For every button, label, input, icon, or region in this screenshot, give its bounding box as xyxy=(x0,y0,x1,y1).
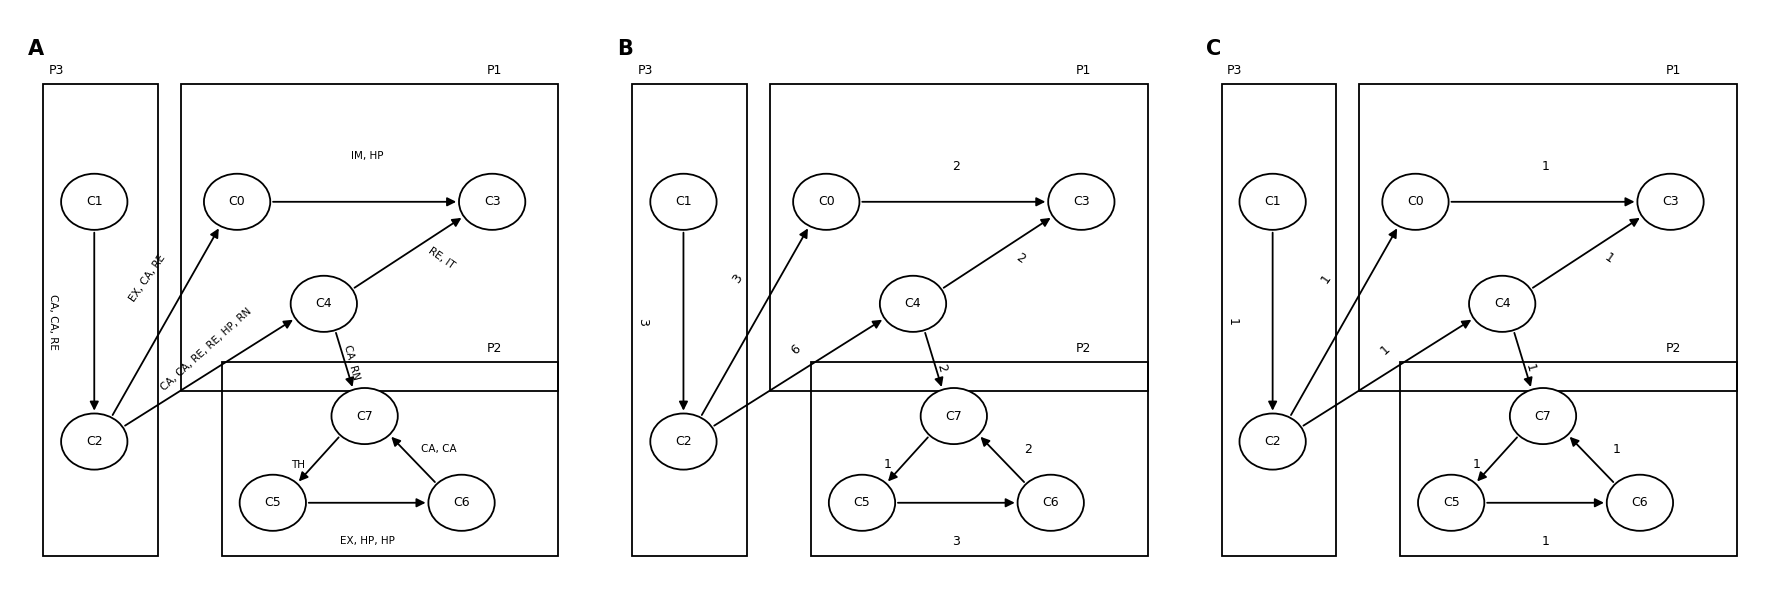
Text: C5: C5 xyxy=(264,496,280,510)
Ellipse shape xyxy=(650,414,717,470)
Text: TH: TH xyxy=(291,459,305,470)
Bar xyxy=(222,362,559,557)
Text: 2: 2 xyxy=(1024,443,1031,456)
Ellipse shape xyxy=(1470,276,1535,332)
Text: 2: 2 xyxy=(1014,250,1028,265)
Text: C7: C7 xyxy=(357,409,373,423)
Text: C2: C2 xyxy=(1264,435,1282,448)
Bar xyxy=(181,84,559,391)
Text: 1: 1 xyxy=(884,458,891,471)
Text: CA, RN: CA, RN xyxy=(343,344,362,381)
Text: C: C xyxy=(1207,39,1221,59)
Bar xyxy=(1360,84,1738,391)
Ellipse shape xyxy=(1606,475,1674,531)
Text: C0: C0 xyxy=(229,195,245,208)
Text: C4: C4 xyxy=(316,297,332,311)
Text: 2: 2 xyxy=(934,362,948,373)
Text: B: B xyxy=(618,39,634,59)
Ellipse shape xyxy=(1049,174,1115,230)
Text: C1: C1 xyxy=(674,195,692,208)
Text: P1: P1 xyxy=(1665,64,1681,77)
Text: P1: P1 xyxy=(1076,64,1092,77)
Text: P2: P2 xyxy=(1076,342,1092,355)
Text: 1: 1 xyxy=(1377,343,1392,357)
Bar xyxy=(811,362,1148,557)
Text: P2: P2 xyxy=(486,342,502,355)
Ellipse shape xyxy=(829,475,895,531)
Text: 1: 1 xyxy=(1523,362,1537,373)
Text: C6: C6 xyxy=(1631,496,1649,510)
Text: C1: C1 xyxy=(85,195,103,208)
Text: 1: 1 xyxy=(1225,318,1239,326)
Ellipse shape xyxy=(921,388,987,444)
Text: 1: 1 xyxy=(1542,534,1550,548)
Text: C5: C5 xyxy=(854,496,870,510)
Text: A: A xyxy=(28,39,44,59)
Text: C3: C3 xyxy=(1074,195,1090,208)
Text: C3: C3 xyxy=(1661,195,1679,208)
Text: 1: 1 xyxy=(1542,160,1550,172)
Ellipse shape xyxy=(1239,414,1306,470)
Bar xyxy=(1221,84,1337,557)
Ellipse shape xyxy=(1418,475,1484,531)
Ellipse shape xyxy=(880,276,946,332)
Text: C6: C6 xyxy=(453,496,470,510)
Text: C1: C1 xyxy=(1264,195,1282,208)
Text: EX, HP, HP: EX, HP, HP xyxy=(339,536,394,546)
Ellipse shape xyxy=(240,475,305,531)
Text: CA, CA, RE, RE, HP, RN: CA, CA, RE, RE, HP, RN xyxy=(160,306,254,393)
Text: 1: 1 xyxy=(1603,250,1617,265)
Text: C2: C2 xyxy=(674,435,692,448)
Text: P2: P2 xyxy=(1665,342,1681,355)
Ellipse shape xyxy=(428,475,495,531)
Text: C0: C0 xyxy=(1408,195,1424,208)
Text: C7: C7 xyxy=(946,409,962,423)
Text: C4: C4 xyxy=(905,297,921,311)
Text: C7: C7 xyxy=(1535,409,1551,423)
Text: C4: C4 xyxy=(1495,297,1511,311)
Text: RE, IT: RE, IT xyxy=(426,245,456,271)
Ellipse shape xyxy=(60,174,128,230)
Bar xyxy=(632,84,747,557)
Ellipse shape xyxy=(1017,475,1085,531)
Text: 6: 6 xyxy=(788,343,802,357)
Text: P1: P1 xyxy=(486,64,502,77)
Bar xyxy=(43,84,158,557)
Text: CA, CA: CA, CA xyxy=(421,444,456,454)
Text: IM, HP: IM, HP xyxy=(351,151,383,161)
Text: 1: 1 xyxy=(1613,443,1621,456)
Ellipse shape xyxy=(332,388,398,444)
Ellipse shape xyxy=(60,414,128,470)
Bar xyxy=(1400,362,1738,557)
Text: 3: 3 xyxy=(730,271,744,285)
Text: 2: 2 xyxy=(953,160,960,172)
Ellipse shape xyxy=(204,174,270,230)
Text: CA, CA, RE: CA, CA, RE xyxy=(48,294,59,350)
Text: 3: 3 xyxy=(635,318,650,326)
Ellipse shape xyxy=(1637,174,1704,230)
Text: 1: 1 xyxy=(1473,458,1480,471)
Text: C5: C5 xyxy=(1443,496,1459,510)
Text: C3: C3 xyxy=(485,195,501,208)
Text: C0: C0 xyxy=(818,195,834,208)
Ellipse shape xyxy=(650,174,717,230)
Ellipse shape xyxy=(1511,388,1576,444)
Text: C6: C6 xyxy=(1042,496,1060,510)
Text: 1: 1 xyxy=(1319,271,1333,285)
Ellipse shape xyxy=(460,174,525,230)
Text: EX, CA, RE: EX, CA, RE xyxy=(128,253,167,304)
Bar xyxy=(770,84,1148,391)
Ellipse shape xyxy=(1239,174,1306,230)
Ellipse shape xyxy=(1383,174,1448,230)
Text: 3: 3 xyxy=(953,534,960,548)
Ellipse shape xyxy=(291,276,357,332)
Ellipse shape xyxy=(793,174,859,230)
Text: P3: P3 xyxy=(48,64,64,77)
Text: P3: P3 xyxy=(1227,64,1242,77)
Text: P3: P3 xyxy=(637,64,653,77)
Text: C2: C2 xyxy=(85,435,103,448)
